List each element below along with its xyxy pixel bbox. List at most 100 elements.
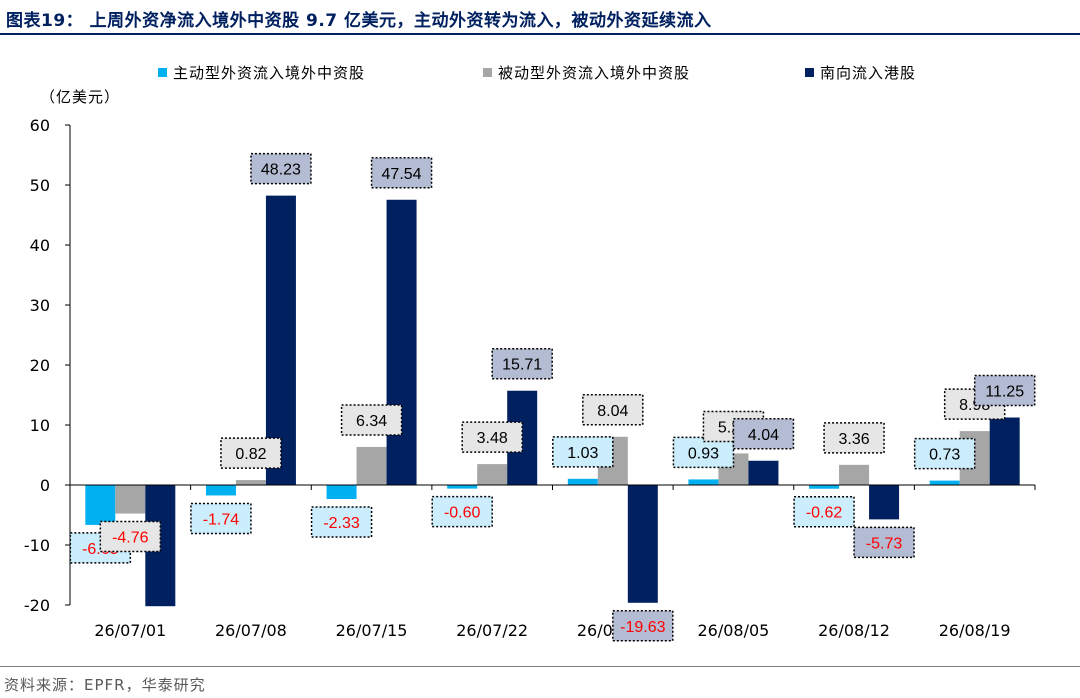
data-label-text: -0.60 (444, 505, 481, 522)
data-label: -0.60 (431, 495, 493, 528)
data-label-text: 0.73 (929, 447, 960, 464)
legend-swatch-southbound (805, 68, 814, 77)
bar-passive (115, 485, 146, 514)
data-label-text: 1.03 (567, 445, 598, 462)
data-label: 47.54 (370, 157, 433, 189)
x-category-label: 26/07/22 (456, 621, 528, 640)
bar-southbound (989, 417, 1020, 485)
y-tick-label: 60 (30, 116, 50, 135)
chart-legend: 主动型外资流入境外中资股 被动型外资流入境外中资股 南向流入港股 (0, 62, 1080, 84)
bar-active (447, 485, 478, 489)
data-label-text: 3.36 (838, 431, 869, 448)
data-label-text: -19.63 (620, 619, 665, 636)
data-label-text: -4.76 (112, 530, 149, 547)
data-label-text: 4.04 (748, 427, 779, 444)
data-label-box (612, 610, 674, 642)
data-label-box (823, 422, 885, 454)
bar-passive (235, 480, 266, 485)
bar-active (205, 485, 236, 496)
legend-label-passive: 被动型外资流入境外中资股 (498, 64, 691, 82)
legend-swatch-active (158, 68, 167, 77)
data-label: 3.36 (823, 422, 885, 454)
source-note: 资料来源：EPFR，华泰研究 (4, 676, 206, 694)
data-label-box (973, 374, 1036, 407)
y-tick-label: 10 (30, 416, 50, 435)
data-label: 3.48 (461, 421, 523, 453)
y-tick-label: 40 (30, 236, 50, 255)
data-label-box (431, 495, 493, 528)
data-label-text: 47.54 (382, 166, 422, 183)
data-label-box (552, 436, 614, 468)
data-label-box (853, 526, 915, 559)
data-label-text: -2.33 (323, 515, 360, 532)
data-label: 0.73 (913, 437, 976, 470)
data-label-box (310, 506, 373, 538)
data-label: 1.03 (552, 436, 614, 468)
data-label-text: 48.23 (261, 162, 301, 179)
x-category-label: 26/08/12 (818, 621, 890, 640)
legend-swatch-passive (483, 68, 492, 77)
source-rule (0, 666, 1080, 667)
data-label: 6.34 (340, 404, 403, 436)
bar-active (688, 479, 719, 485)
y-tick-label: -20 (24, 596, 50, 615)
data-label-box (99, 520, 162, 553)
y-tick-label: 50 (30, 176, 50, 195)
data-label: 0.82 (220, 437, 282, 469)
legend-item-active: 主动型外资流入境外中资股 (158, 62, 365, 83)
data-label-text: 3.48 (477, 430, 508, 447)
data-label: -1.74 (190, 502, 252, 535)
data-label-text: 15.71 (502, 357, 542, 374)
figure-title: 图表19： 上周外资净流入境外中资股 9.7 亿美元，主动外资转为流入，被动外资… (6, 11, 712, 31)
legend-label-active: 主动型外资流入境外中资股 (173, 64, 366, 82)
bar-southbound (748, 460, 779, 485)
data-label-text: 6.34 (356, 413, 387, 430)
data-label-box (732, 418, 795, 450)
data-label-box (491, 347, 553, 380)
data-label-text: 0.82 (235, 446, 266, 463)
data-label: 11.25 (973, 374, 1036, 407)
data-label-text: -1.74 (203, 511, 240, 528)
data-label-text: 11.25 (985, 384, 1024, 401)
bar-southbound (265, 195, 296, 485)
data-label: 15.71 (491, 347, 553, 380)
bar-active (567, 478, 598, 485)
bar-southbound (627, 485, 658, 603)
data-label-box (793, 495, 855, 528)
data-label-box (250, 152, 312, 185)
y-tick-label: 20 (30, 356, 50, 375)
bar-southbound (386, 199, 417, 485)
bar-southbound (869, 485, 900, 520)
y-tick-label: 0 (40, 476, 50, 495)
data-label-box (582, 394, 644, 426)
data-label: -2.33 (310, 506, 373, 538)
data-label: -5.73 (853, 526, 915, 559)
data-label-box (190, 502, 252, 535)
bar-passive (356, 446, 387, 485)
x-category-label: 26/07/01 (94, 621, 166, 640)
data-label-box (340, 404, 403, 436)
legend-label-southbound: 南向流入港股 (820, 64, 917, 82)
data-label: 48.23 (250, 152, 312, 185)
data-label-box (370, 157, 433, 189)
y-tick-label: -10 (24, 536, 50, 555)
bar-passive (839, 464, 870, 485)
bar-active (326, 485, 357, 499)
legend-item-southbound: 南向流入港股 (805, 62, 916, 83)
data-label-box (913, 437, 976, 470)
legend-item-passive: 被动型外资流入境外中资股 (483, 62, 690, 83)
y-axis-unit: （亿美元） (40, 88, 121, 106)
data-label: 4.04 (732, 418, 795, 450)
data-label-box (461, 421, 523, 453)
data-label-text: -5.73 (866, 535, 903, 552)
data-label-text: -0.62 (806, 505, 843, 522)
data-label-text: 0.93 (688, 445, 719, 462)
bar-active (85, 485, 116, 525)
x-category-label: 26/07/08 (215, 621, 287, 640)
data-label: -19.63 (612, 610, 674, 642)
x-category-label: 26/07/15 (336, 621, 408, 640)
data-label-text: 8.04 (597, 403, 628, 420)
data-label: -4.76 (99, 520, 162, 553)
bar-active (809, 485, 840, 489)
